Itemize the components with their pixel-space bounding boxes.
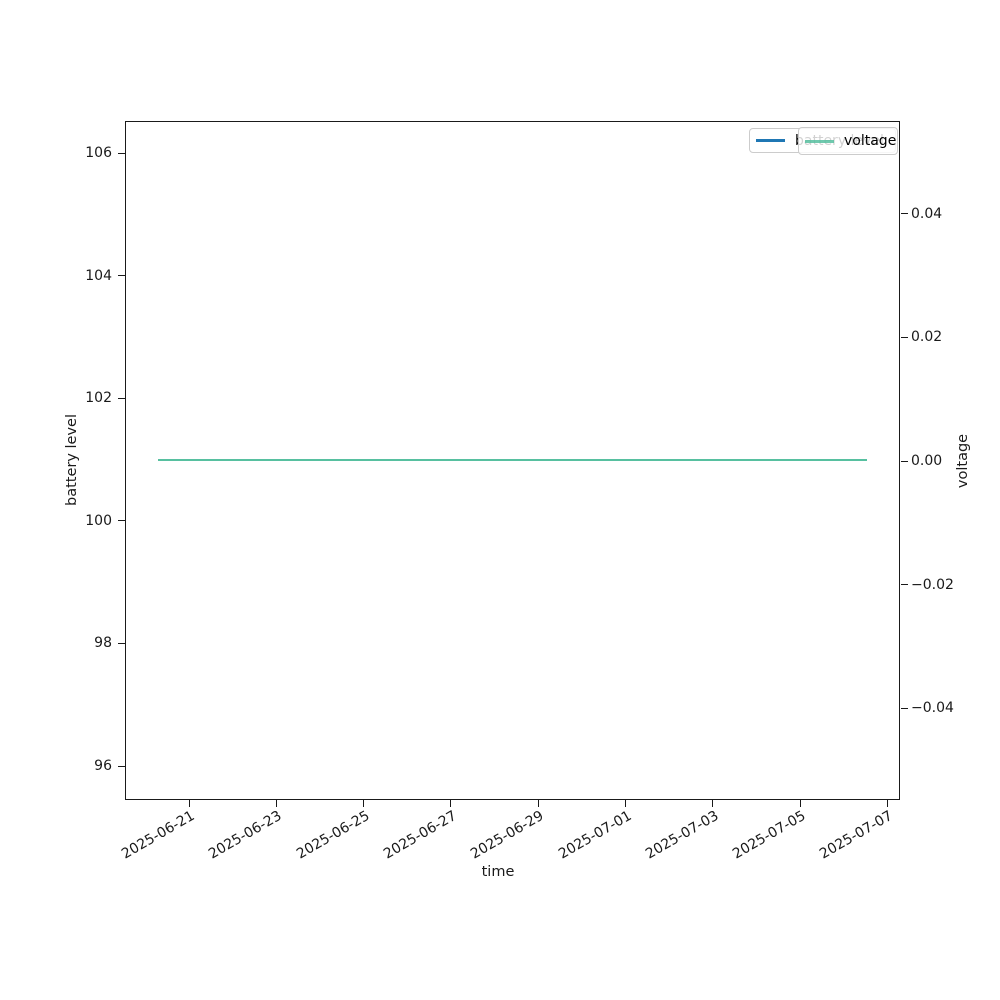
x-tick-mark bbox=[625, 800, 626, 807]
y-right-tick-label: −0.04 bbox=[911, 700, 954, 717]
y-right-tick-label: 0.02 bbox=[911, 329, 943, 346]
x-tick-mark bbox=[188, 800, 190, 807]
y-right-tick-mark bbox=[901, 213, 908, 215]
y-left-tick-mark bbox=[118, 642, 125, 644]
y-left-tick-label: 104 bbox=[85, 267, 112, 284]
y-left-tick-mark bbox=[118, 520, 125, 522]
x-tick-mark bbox=[799, 800, 801, 807]
voltage-legend-line-icon bbox=[805, 139, 834, 143]
y-right-tick-mark bbox=[901, 336, 908, 338]
y-right-tick-mark bbox=[901, 707, 908, 709]
voltage-line bbox=[158, 459, 867, 461]
y-left-tick-label: 98 bbox=[94, 635, 112, 652]
x-tick-label: 2025-06-25 bbox=[293, 807, 373, 863]
battery-level-legend-line-icon bbox=[756, 139, 785, 142]
x-tick-label: 2025-06-21 bbox=[119, 807, 198, 863]
x-axis-label: time bbox=[481, 864, 515, 880]
y-right-tick-label: −0.02 bbox=[911, 576, 954, 593]
y-left-tick-mark bbox=[118, 397, 125, 399]
x-tick-mark bbox=[275, 800, 277, 807]
y-right-tick-mark bbox=[901, 460, 908, 462]
y-right-tick-label: 0.00 bbox=[911, 453, 943, 469]
x-tick-label: 2025-06-23 bbox=[206, 807, 285, 863]
y-left-tick-label: 96 bbox=[94, 758, 112, 774]
x-tick-mark bbox=[886, 800, 888, 807]
x-tick-label: 2025-07-07 bbox=[817, 807, 896, 863]
y-right-tick-mark bbox=[901, 584, 908, 586]
y-left-tick-label: 100 bbox=[85, 512, 112, 529]
x-tick-mark bbox=[712, 800, 714, 807]
y-left-tick-label: 102 bbox=[85, 390, 112, 407]
x-tick-mark bbox=[363, 800, 365, 807]
x-tick-label: 2025-07-03 bbox=[642, 807, 722, 863]
y-left-tick-mark bbox=[118, 152, 125, 154]
y-right-tick-label: 0.04 bbox=[911, 205, 943, 222]
y-axis-left-label: battery level bbox=[64, 414, 80, 507]
y-left-tick-label: 106 bbox=[85, 145, 112, 161]
y-left-tick-mark bbox=[118, 765, 125, 767]
x-tick-mark bbox=[537, 800, 539, 807]
x-tick-label: 2025-07-05 bbox=[730, 807, 809, 863]
x-tick-mark bbox=[450, 800, 452, 807]
legend-voltage: voltage bbox=[798, 127, 898, 155]
y-left-tick-mark bbox=[118, 275, 125, 277]
legend-label-voltage: voltage bbox=[844, 133, 897, 149]
